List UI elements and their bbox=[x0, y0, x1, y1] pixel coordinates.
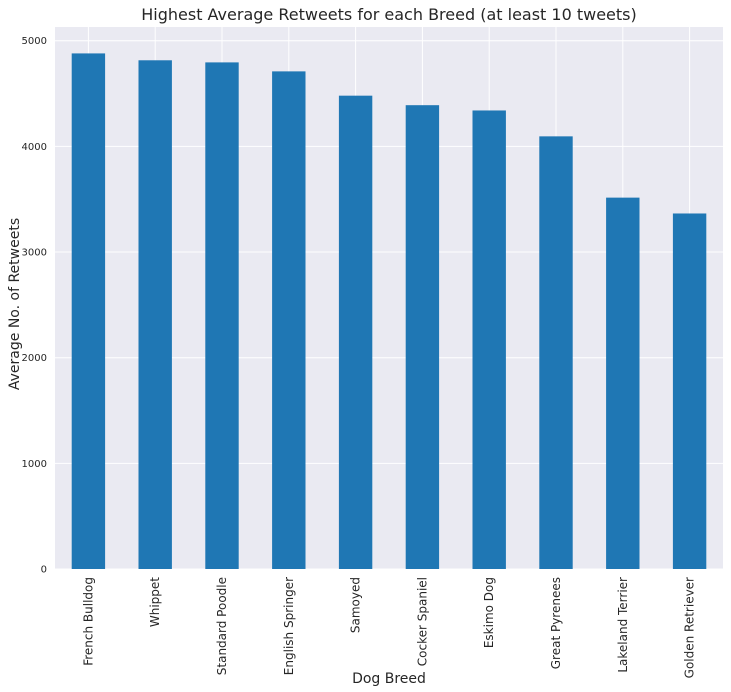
chart-title: Highest Average Retweets for each Breed … bbox=[141, 5, 637, 24]
bar bbox=[672, 213, 707, 569]
y-tick-label: 0 bbox=[41, 565, 47, 576]
x-tick-label: Standard Poodle bbox=[215, 577, 229, 675]
y-tick-label: 1000 bbox=[22, 459, 47, 470]
x-tick-label: Whippet bbox=[148, 577, 162, 627]
x-axis-label: Dog Breed bbox=[352, 671, 426, 687]
bar bbox=[138, 60, 172, 569]
bar bbox=[539, 136, 573, 569]
bar bbox=[272, 71, 306, 569]
x-tick-label: Eskimo Dog bbox=[482, 577, 496, 648]
x-tick-label: French Bulldog bbox=[81, 577, 95, 666]
y-tick-label: 5000 bbox=[22, 36, 47, 47]
bar bbox=[71, 53, 106, 569]
bar bbox=[472, 110, 506, 570]
x-tick-label: Cocker Spaniel bbox=[415, 577, 429, 666]
bar bbox=[338, 95, 373, 569]
y-axis-label: Average No. of Retweets bbox=[7, 218, 23, 390]
y-tick-label: 4000 bbox=[22, 142, 47, 153]
x-axis-ticks: French Bulldog Whippet Standard Poodle Engl… bbox=[81, 577, 696, 679]
x-tick-label: Great Pyrenees bbox=[549, 577, 563, 669]
bar bbox=[405, 105, 440, 570]
bar bbox=[205, 62, 239, 569]
y-tick-label: 2000 bbox=[22, 353, 47, 364]
x-tick-label: English Springer bbox=[282, 577, 296, 675]
x-tick-label: Golden Retriever bbox=[683, 577, 697, 678]
y-axis-ticks: 0 1000 2000 3000 4000 5000 bbox=[22, 36, 47, 575]
x-tick-label: Lakeland Terrier bbox=[616, 577, 630, 673]
x-tick-label: Samoyed bbox=[349, 577, 363, 633]
bar bbox=[606, 197, 640, 569]
bars bbox=[71, 53, 707, 570]
y-tick-label: 3000 bbox=[22, 248, 47, 259]
